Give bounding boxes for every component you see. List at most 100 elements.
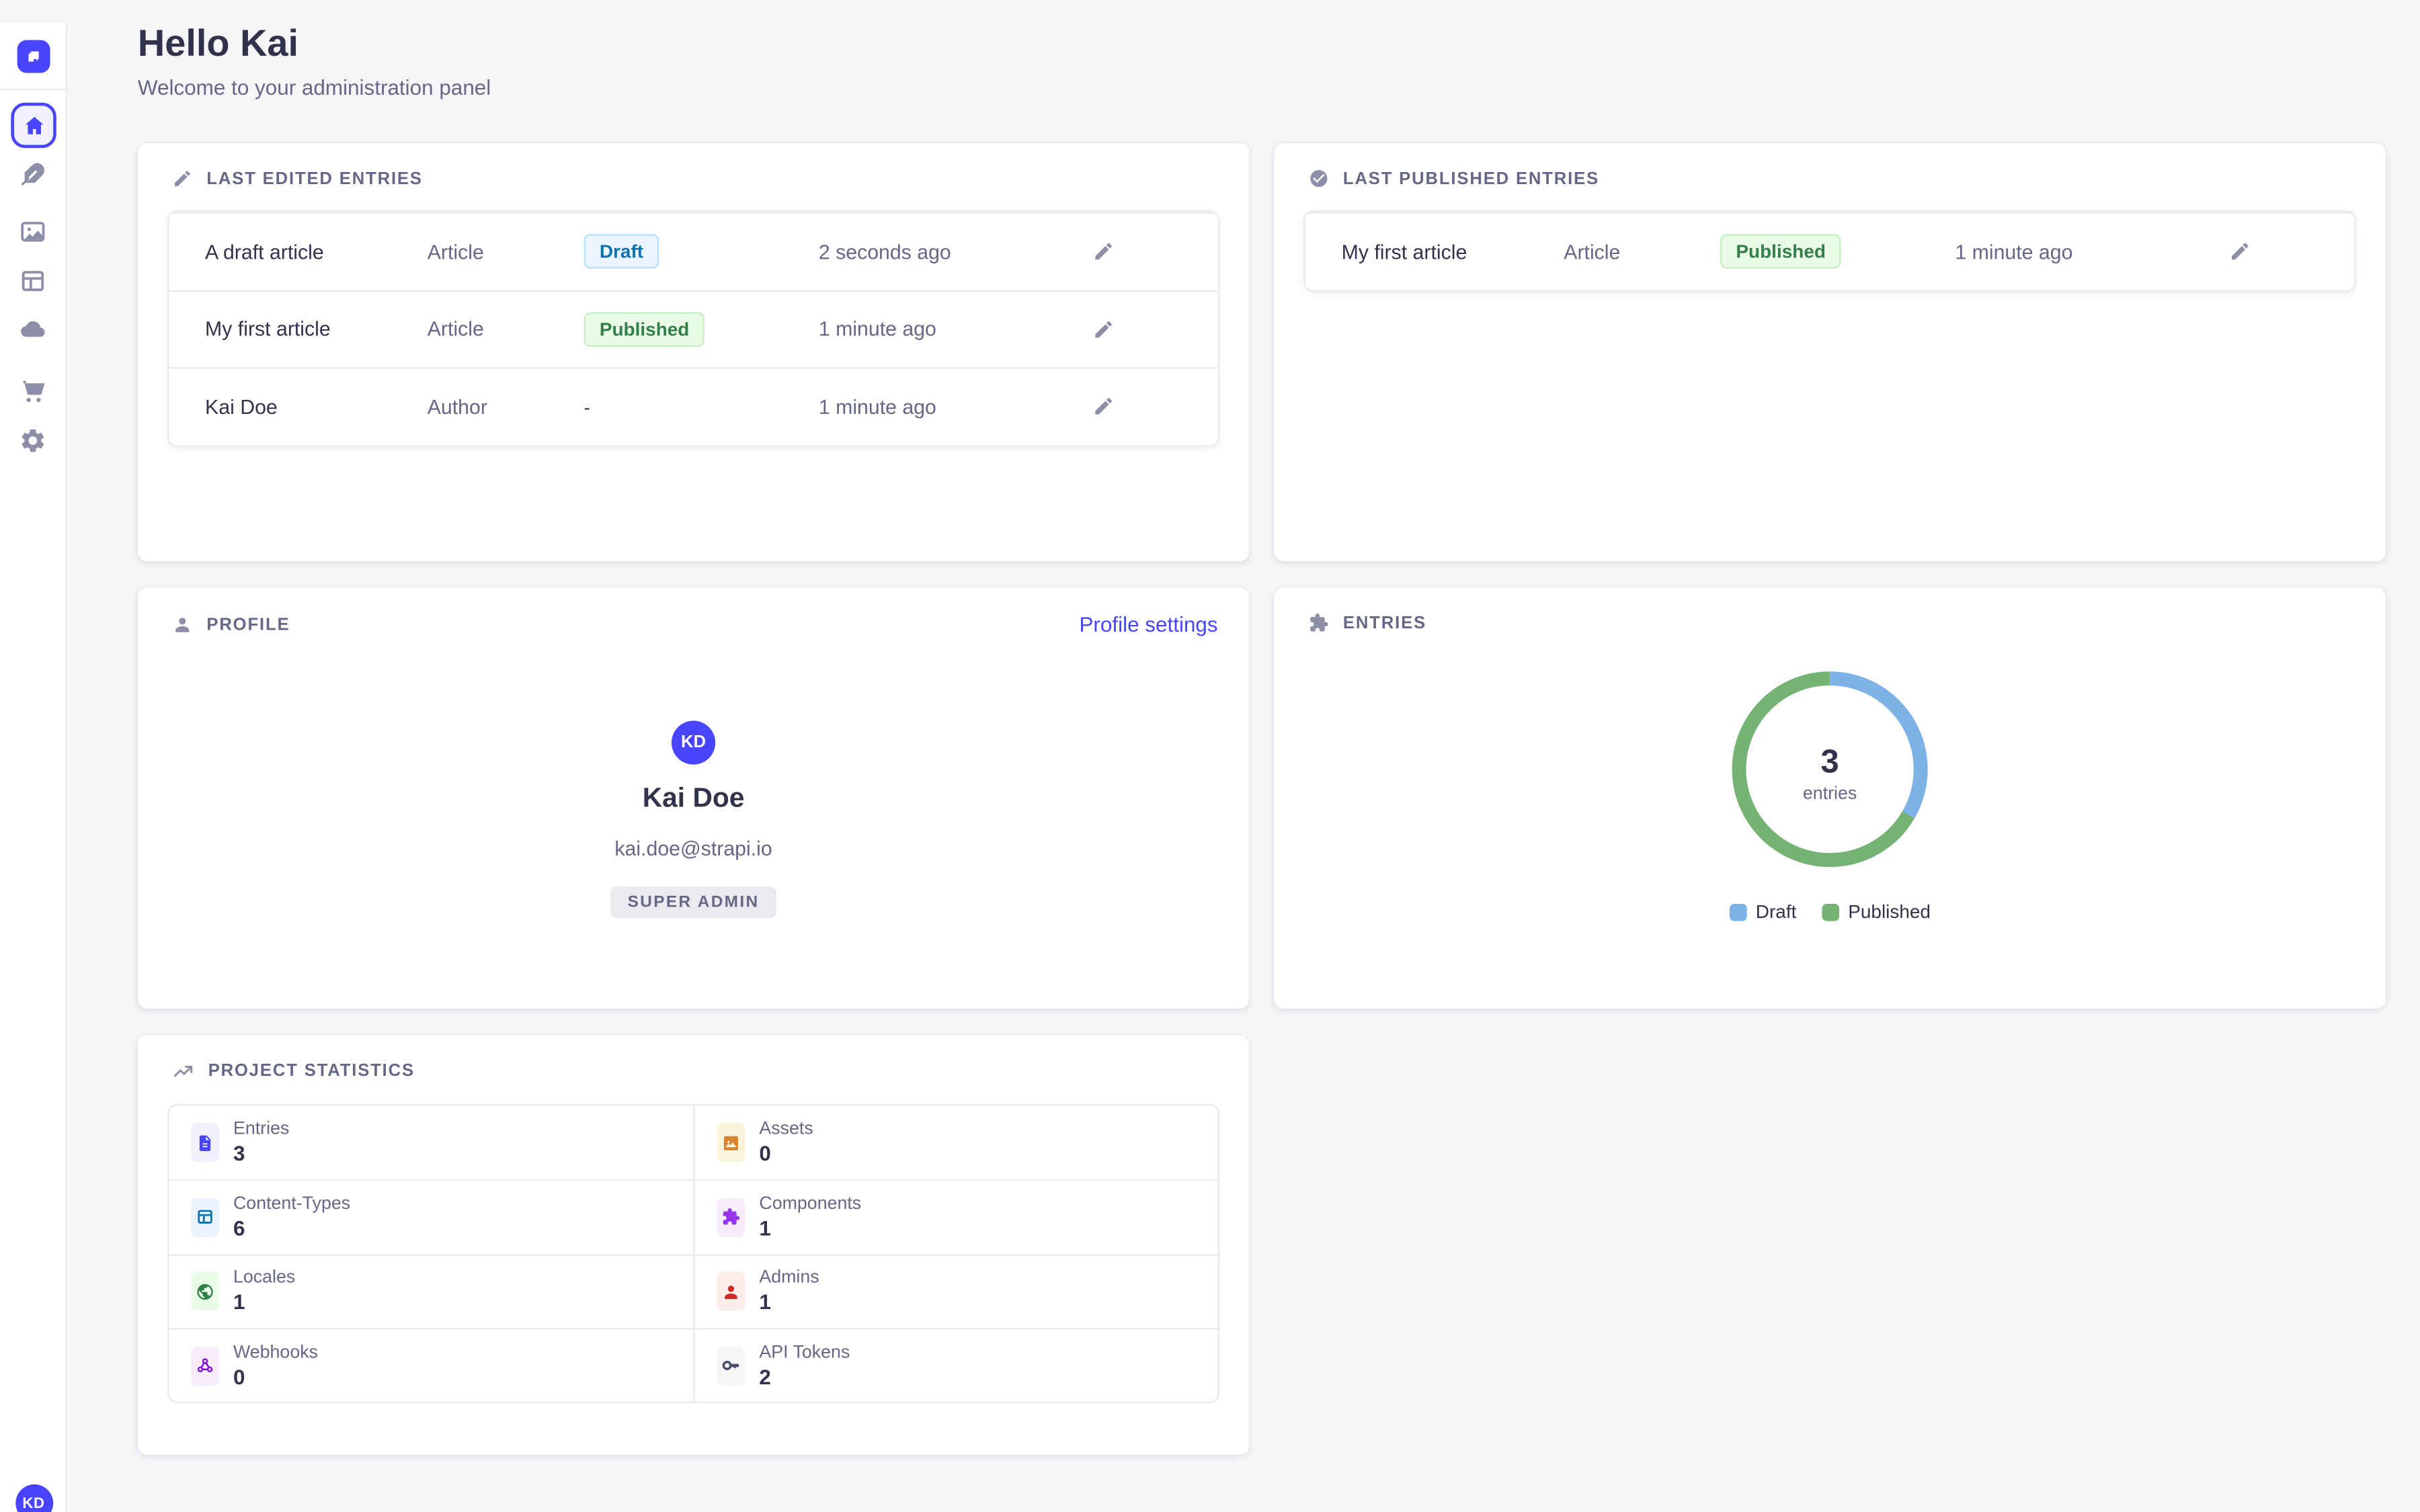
sidebar-divider bbox=[0, 88, 66, 91]
check-circle-icon bbox=[1309, 169, 1329, 189]
edit-entry-button[interactable] bbox=[2193, 241, 2354, 263]
stat-label: Locales bbox=[233, 1269, 296, 1288]
person-icon bbox=[717, 1271, 745, 1311]
last-edited-entries-card: LAST EDITED ENTRIES A draft article Arti… bbox=[137, 143, 1250, 562]
card-title: LAST PUBLISHED ENTRIES bbox=[1342, 169, 1600, 188]
webhook-icon bbox=[191, 1345, 220, 1386]
sidebar-item-settings[interactable] bbox=[19, 427, 47, 455]
pencil-icon bbox=[1095, 398, 1112, 415]
dashboard-grid: LAST EDITED ENTRIES A draft article Arti… bbox=[137, 143, 2386, 1455]
stat-assets: Assets 0 bbox=[693, 1105, 1218, 1180]
layout-icon bbox=[191, 1198, 220, 1237]
entry-type: Author bbox=[427, 395, 487, 419]
entry-type: Article bbox=[1564, 240, 1621, 264]
strapi-admin-app: KD Hello Kai Welcome to your administrat… bbox=[0, 23, 2420, 1512]
stat-webhooks: Webhooks 0 bbox=[169, 1327, 694, 1402]
profile-email: kai.doe@strapi.io bbox=[614, 836, 772, 860]
card-title: PROJECT STATISTICS bbox=[208, 1062, 415, 1081]
entry-time: 2 seconds ago bbox=[818, 240, 951, 264]
table-row: A draft article Article Draft 2 seconds … bbox=[169, 212, 1218, 290]
entry-name: Kai Doe bbox=[205, 395, 278, 419]
stat-label: Content-Types bbox=[233, 1194, 351, 1214]
user-icon bbox=[172, 614, 192, 634]
sidebar-item-content-type-builder[interactable] bbox=[19, 267, 47, 295]
status-badge: Draft bbox=[583, 235, 659, 269]
last-published-entries-card: LAST PUBLISHED ENTRIES My first article … bbox=[1274, 143, 2386, 562]
page-subtitle: Welcome to your administration panel bbox=[137, 76, 491, 100]
stat-value: 1 bbox=[759, 1216, 771, 1241]
card-header: LAST EDITED ENTRIES bbox=[138, 143, 1249, 189]
stat-value: 2 bbox=[759, 1364, 771, 1388]
entry-type: Article bbox=[427, 317, 484, 341]
legend-swatch bbox=[1729, 902, 1746, 921]
stats-table: Entries 3 Assets 0 Content-Types 6 bbox=[167, 1104, 1219, 1404]
card-header: LAST PUBLISHED ENTRIES bbox=[1274, 143, 2385, 189]
card-title: ENTRIES bbox=[1342, 614, 1427, 632]
last-published-table: My first article Article Published 1 min… bbox=[1303, 210, 2356, 292]
trending-up-icon bbox=[172, 1060, 194, 1083]
stat-api-tokens: API Tokens 2 bbox=[693, 1327, 1218, 1402]
sidebar-item-marketplace[interactable] bbox=[18, 376, 48, 406]
table-row: My first article Article Published 1 min… bbox=[169, 290, 1218, 367]
image-icon bbox=[717, 1123, 745, 1163]
last-edited-table: A draft article Article Draft 2 seconds … bbox=[167, 210, 1219, 447]
globe-icon bbox=[191, 1271, 220, 1311]
sidebar-item-cloud[interactable] bbox=[18, 314, 48, 343]
stat-locales: Locales 1 bbox=[169, 1253, 694, 1328]
strapi-logo-icon[interactable] bbox=[17, 40, 50, 73]
stat-value: 6 bbox=[233, 1216, 245, 1241]
stat-components: Components 1 bbox=[693, 1179, 1218, 1254]
donut-chart-svg bbox=[1732, 671, 1928, 868]
entry-time: 1 minute ago bbox=[1955, 240, 2073, 264]
project-statistics-card: PROJECT STATISTICS Entries 3 Assets 0 bbox=[137, 1035, 1250, 1455]
entries-donut-chart: 3 entries bbox=[1728, 667, 1932, 878]
puzzle-icon bbox=[1309, 613, 1329, 633]
stat-label: Webhooks bbox=[233, 1343, 319, 1362]
legend-label: Published bbox=[1848, 900, 1931, 923]
sidebar-item-content-manager[interactable] bbox=[19, 161, 47, 189]
card-header: PROFILE Profile settings bbox=[138, 588, 1249, 636]
entries-label: entries bbox=[1802, 784, 1857, 803]
card-header: PROJECT STATISTICS bbox=[138, 1036, 1249, 1083]
legend-label: Draft bbox=[1755, 900, 1797, 923]
sidebar: KD bbox=[0, 23, 68, 1512]
stat-value: 1 bbox=[759, 1290, 771, 1314]
pencil-icon bbox=[1095, 321, 1112, 338]
entry-name: A draft article bbox=[205, 240, 324, 264]
cloud-icon bbox=[18, 314, 48, 343]
page-title: Hello Kai bbox=[137, 23, 299, 65]
puzzle-icon bbox=[717, 1198, 745, 1237]
key-icon bbox=[717, 1345, 745, 1386]
sidebar-item-home[interactable] bbox=[11, 102, 56, 149]
entry-name: My first article bbox=[1341, 240, 1467, 264]
profile-role-badge: SUPER ADMIN bbox=[610, 886, 777, 918]
profile-settings-link[interactable]: Profile settings bbox=[1079, 612, 1218, 636]
stat-admins: Admins 1 bbox=[693, 1253, 1218, 1328]
legend-swatch bbox=[1821, 902, 1839, 921]
entry-time: 1 minute ago bbox=[818, 395, 936, 419]
stat-content-types: Content-Types 6 bbox=[169, 1179, 694, 1254]
stat-label: Components bbox=[759, 1194, 862, 1214]
user-avatar[interactable]: KD bbox=[15, 1484, 53, 1512]
layout-icon bbox=[19, 267, 47, 295]
sidebar-item-media-library[interactable] bbox=[18, 217, 48, 247]
status-badge: Published bbox=[583, 312, 705, 347]
donut-center-text: 3 entries bbox=[1728, 667, 1932, 878]
stat-value: 0 bbox=[759, 1142, 771, 1166]
profile-body: KD Kai Doe kai.doe@strapi.io SUPER ADMIN bbox=[138, 636, 1249, 918]
legend-item: Draft bbox=[1729, 900, 1796, 923]
stat-value: 1 bbox=[233, 1290, 245, 1314]
stat-entries: Entries 3 bbox=[169, 1105, 693, 1179]
edit-entry-button[interactable] bbox=[1057, 241, 1218, 263]
status-badge: Published bbox=[1720, 235, 1842, 269]
status-badge: - bbox=[583, 396, 590, 419]
edit-entry-button[interactable] bbox=[1057, 319, 1218, 341]
profile-name: Kai Doe bbox=[642, 782, 745, 813]
media-library-icon bbox=[18, 217, 48, 247]
table-row: Kai Doe Author - 1 minute ago bbox=[169, 367, 1218, 445]
entry-name: My first article bbox=[205, 317, 331, 341]
card-title: LAST EDITED ENTRIES bbox=[206, 169, 423, 188]
donut-segment-published bbox=[1732, 671, 1928, 868]
card-title: PROFILE bbox=[206, 615, 290, 634]
edit-entry-button[interactable] bbox=[1057, 396, 1218, 418]
